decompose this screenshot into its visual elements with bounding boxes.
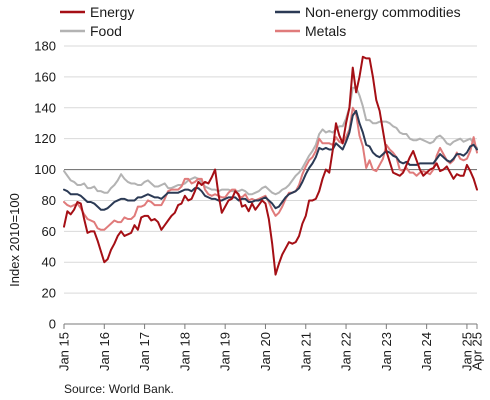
source-note: Source: World Bank. — [64, 382, 174, 396]
legend-label: Food — [90, 23, 122, 39]
y-tick-label: 80 — [42, 193, 56, 208]
gridlines — [64, 45, 477, 294]
series-line-metals — [63, 106, 478, 231]
y-tick-label: 140 — [34, 100, 56, 115]
x-tick-label: Jan 18 — [177, 332, 192, 371]
legend: Energy Non-energy commodities Food Metals — [60, 4, 461, 39]
series-line-non-energy-commodities — [63, 109, 478, 211]
x-tick-label: Jan 21 — [298, 332, 313, 371]
legend-label: Metals — [305, 23, 346, 39]
y-tick-label: 160 — [34, 69, 56, 84]
y-axis-ticks: 0 20 40 60 80 100 120 140 160 180 — [34, 39, 56, 332]
x-tick-label: Jan 24 — [419, 332, 434, 371]
x-tick-label: Jan 16 — [97, 332, 112, 371]
x-tick-label: Jan 15 — [57, 332, 72, 371]
legend-label: Non-energy commodities — [305, 4, 461, 20]
x-tick-label: Jan 17 — [137, 332, 152, 371]
y-tick-label: 40 — [42, 255, 56, 270]
y-tick-label: 100 — [34, 162, 56, 177]
y-tick-label: 60 — [42, 224, 56, 239]
y-tick-label: 120 — [34, 131, 56, 146]
series-lines — [63, 55, 478, 276]
y-tick-label: 0 — [49, 317, 56, 332]
x-axis: Jan 15 Jan 16 Jan 17 Jan 18 Jan 19 Jan 20 Jan … — [57, 323, 485, 371]
x-tick-label: Jan 19 — [218, 332, 233, 371]
y-tick-label: 20 — [42, 286, 56, 301]
y-axis-label: Index 2010=100 — [7, 193, 22, 287]
x-tick-label: Jan 20 — [258, 332, 273, 371]
y-tick-label: 180 — [34, 39, 56, 54]
x-tick-label: Jan 25 — [459, 332, 474, 371]
series-line-food — [63, 86, 478, 196]
series-line-energy — [63, 55, 478, 276]
x-tick-label: Jan 22 — [339, 332, 354, 371]
x-tick-label: Apr 25 — [470, 332, 485, 370]
x-tick-label: Jan 23 — [379, 332, 394, 371]
legend-label: Energy — [90, 4, 134, 20]
